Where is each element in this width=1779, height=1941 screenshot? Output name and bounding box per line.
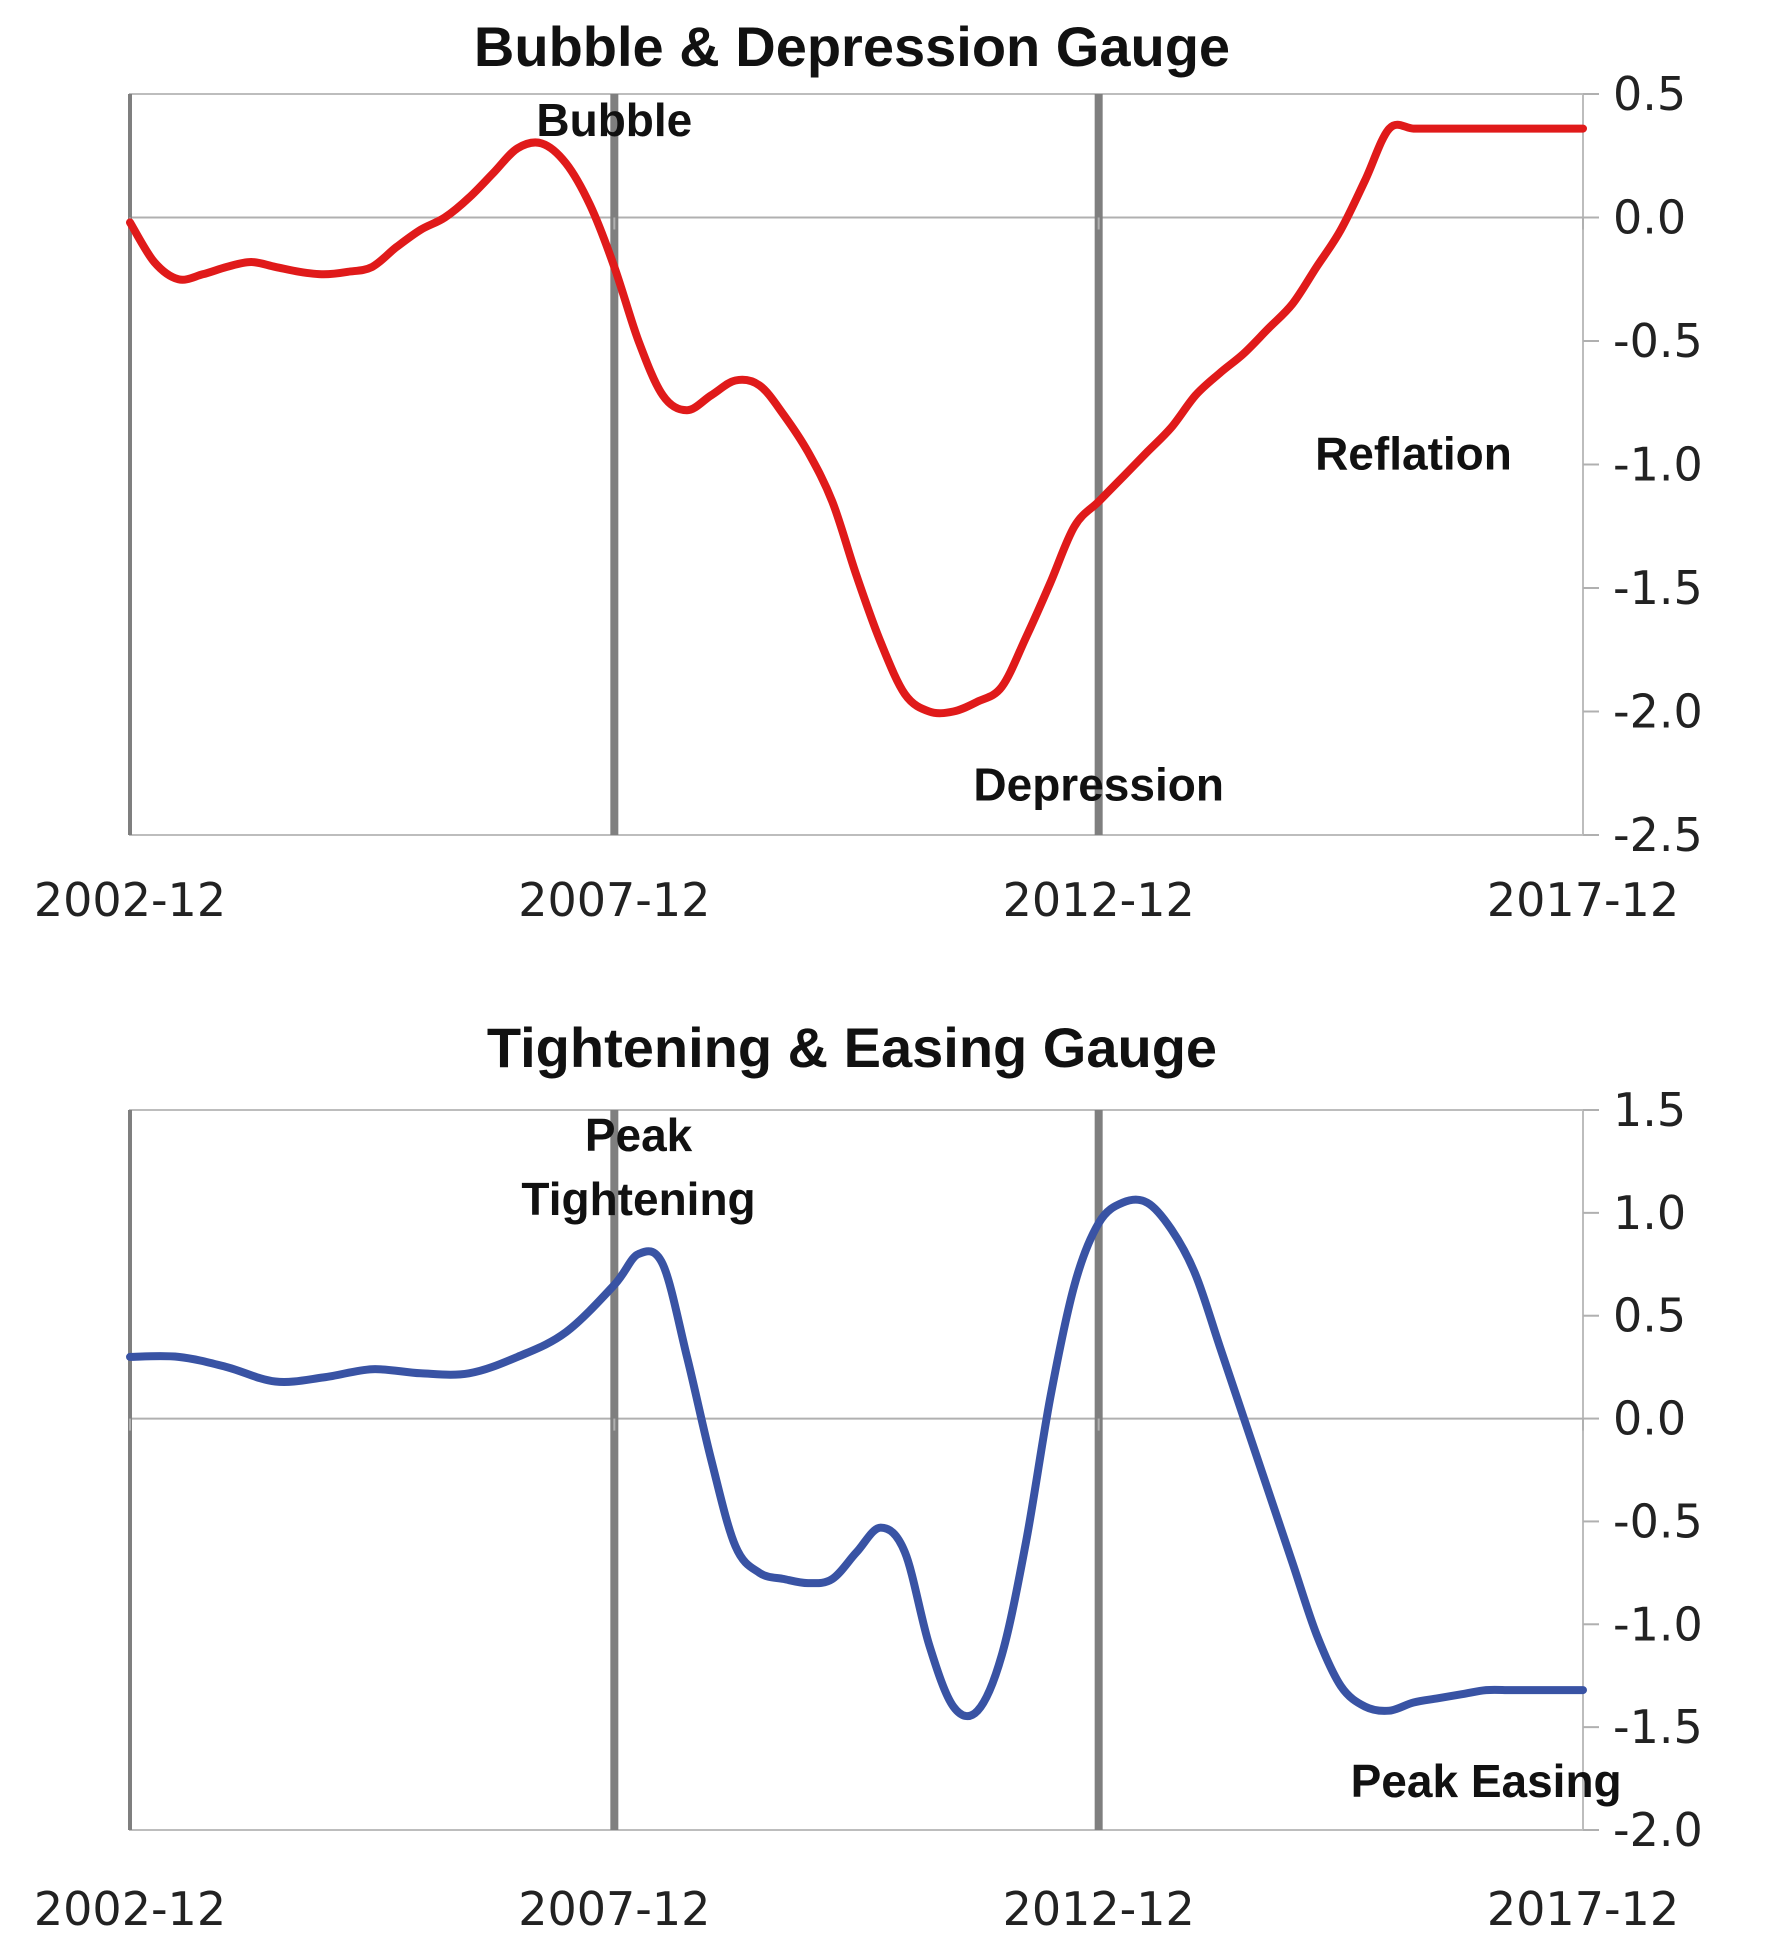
x-tick-label: 2002-12 [34,873,226,927]
y-tick-label: 0.0 [1613,1392,1686,1446]
tightening-easing-svg: Tightening & Easing Gauge 1.5 1.0 0.5 0.0 -0… [34,1016,1703,1936]
x-tick-label: 2012-12 [1003,1882,1195,1936]
x-tick-label: 2012-12 [1003,873,1195,927]
y-tick-label: -1.5 [1613,561,1703,615]
y-tick-label: 0.5 [1613,67,1686,121]
tightening-easing-chart: Tightening & Easing Gauge 1.5 1.0 0.5 0.0 -0… [0,1000,1779,1941]
chart-title: Tightening & Easing Gauge [487,1016,1217,1079]
annotation-label: Depression [973,758,1224,810]
y-tick-label: -1.0 [1613,1597,1703,1651]
y-tick-label: 1.0 [1613,1186,1686,1240]
annotation-label: Reflation [1315,427,1512,479]
x-tick-label: 2017-12 [1487,873,1679,927]
chart-title: Bubble & Depression Gauge [474,15,1230,78]
y-tick-label: -1.5 [1613,1700,1703,1754]
x-tick-label: 2007-12 [518,873,710,927]
y-tick-label: -2.0 [1613,685,1703,739]
annotation-label: Bubble [536,94,692,146]
annotation-label: Tightening [521,1173,755,1225]
bubble-depression-chart: Bubble & Depression Gauge 0.5 0.0 -0.5 -1.0… [0,0,1779,960]
annotation-label: Peak [585,1109,693,1161]
y-tick-label: -2.5 [1613,808,1703,862]
bubble-depression-svg: Bubble & Depression Gauge 0.5 0.0 -0.5 -1.0… [34,15,1703,927]
plot-frame [129,1109,1584,1831]
y-tick-label: 0.0 [1613,191,1686,245]
x-tick-label: 2007-12 [518,1882,710,1936]
y-tick-label: -0.5 [1613,314,1703,368]
series-line [126,1195,1587,1721]
x-tick-label: 2017-12 [1487,1882,1679,1936]
y-tick-label: 1.5 [1613,1083,1686,1137]
series-line [126,120,1587,718]
y-tick-label: -1.0 [1613,438,1703,492]
y-tick-label: 0.5 [1613,1289,1686,1343]
annotation-label: Peak Easing [1351,1755,1622,1807]
x-tick-label: 2002-12 [34,1882,226,1936]
y-tick-label: -2.0 [1613,1803,1703,1857]
y-tick-label: -0.5 [1613,1494,1703,1548]
